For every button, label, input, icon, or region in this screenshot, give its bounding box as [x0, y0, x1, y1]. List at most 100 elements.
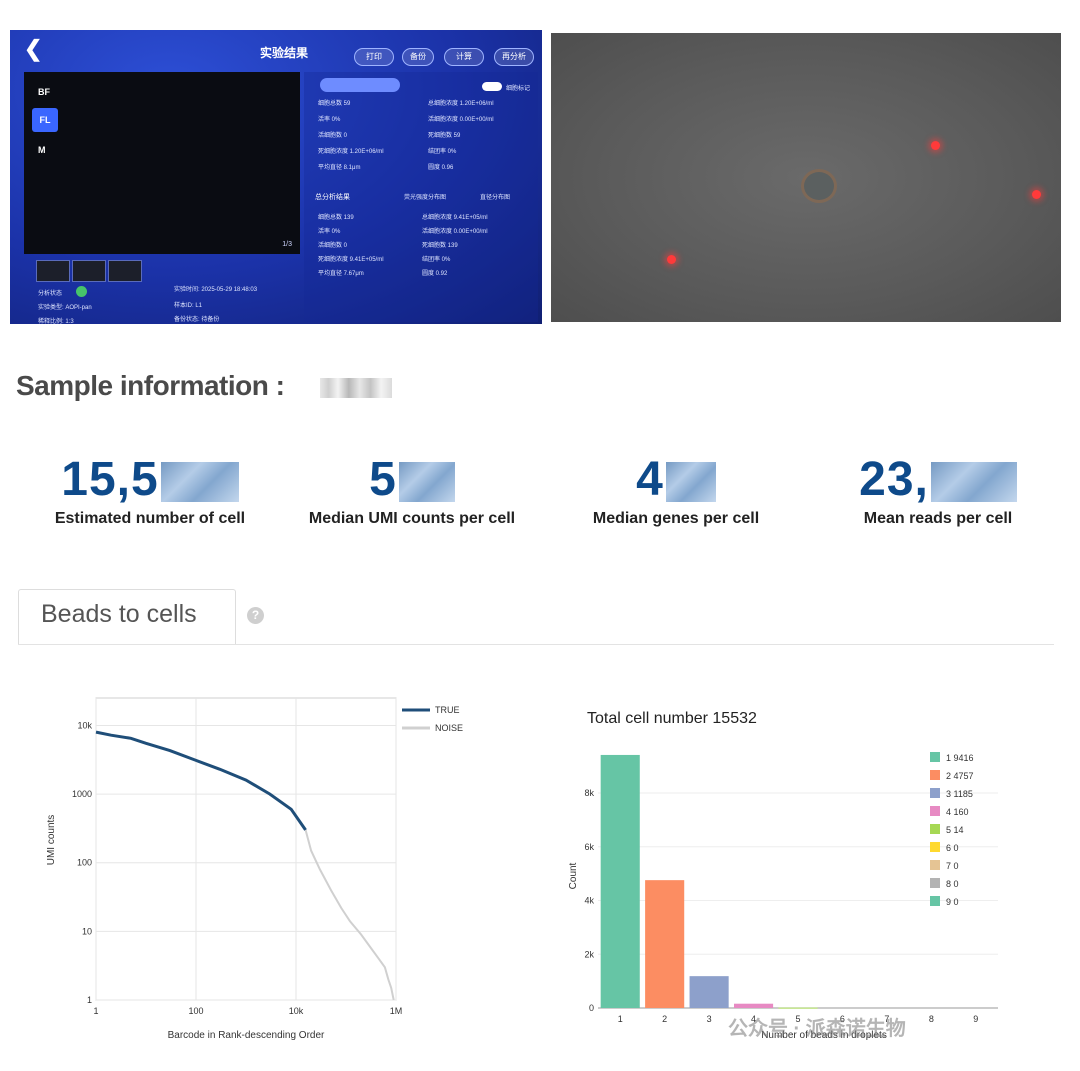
result-text: 总细胞浓度 1.20E+06/ml	[428, 101, 494, 107]
footer-time: 实验时间: 2025-05-29 18:48:03	[174, 287, 258, 293]
result-text: 死细胞数 139	[422, 243, 458, 249]
redacted-digits	[398, 462, 455, 503]
y-tick-label: 100	[77, 858, 92, 868]
legend-swatch	[930, 878, 940, 888]
question-circle-icon[interactable]: ?	[247, 607, 264, 624]
metric-value: 15,5	[61, 453, 159, 506]
metric-value: 5	[369, 453, 397, 506]
result-text: 活率 0%	[318, 229, 341, 235]
print-button[interactable]: 打印	[354, 48, 394, 66]
x-tick-label: 7	[884, 1014, 889, 1024]
tab-beads-to-cells[interactable]: Beads to cells	[18, 589, 236, 644]
x-tick-label: 1M	[390, 1006, 403, 1016]
device-screen-photo: ❮ 实验结果 打印 备份 计算 再分析 1/3 BF FL M 细胞标记 细胞总…	[10, 30, 542, 324]
mode-bf[interactable]: BF	[38, 87, 50, 97]
result-text: 活细胞数 0	[318, 243, 348, 249]
device-screen: ❮ 实验结果 打印 备份 计算 再分析 1/3 BF FL M 细胞标记 细胞总…	[10, 30, 542, 324]
result-text: 细胞总数 59	[318, 101, 351, 107]
result-text: 死细胞浓度 1.20E+06/ml	[318, 149, 384, 155]
metric-label: Estimated number of cell	[54, 510, 246, 527]
tab-divider	[18, 644, 1054, 645]
x-axis-label: Number of beads in droplets	[761, 1030, 887, 1041]
diameter-distribution-link[interactable]: 直径分布图	[480, 195, 511, 201]
y-tick-label: 1000	[72, 789, 92, 799]
bar-chart-title: Total cell number 15532	[587, 710, 757, 727]
status-label: 分析状态	[38, 291, 63, 297]
result-text: 活率 0%	[318, 117, 341, 123]
compute-button[interactable]: 计算	[444, 48, 484, 66]
image-viewer[interactable]: 1/3	[24, 72, 300, 254]
metric-value: 23,	[859, 453, 929, 506]
result-text: 圆度 0.92	[422, 271, 448, 277]
mode-fl[interactable]: FL	[32, 108, 58, 132]
x-tick-label: 2	[662, 1014, 667, 1024]
bar-5	[778, 1007, 818, 1009]
sample-information-title: Sample information :	[16, 370, 285, 401]
x-tick-label: 5	[795, 1014, 800, 1024]
total-results-title: 总分析结果	[315, 194, 350, 201]
cell-mark-toggle[interactable]	[482, 82, 502, 91]
bar-4	[734, 1003, 774, 1008]
legend-swatch	[930, 824, 940, 834]
x-tick-label: 1	[93, 1006, 98, 1016]
x-axis-label: Barcode in Rank-descending Order	[168, 1030, 325, 1041]
bar-2	[645, 880, 685, 1008]
umi-knee-plot: 1 100 10k 1M 10k 1000 100 10 1 Barcode in Rank-d…	[46, 697, 463, 1041]
backup-button[interactable]: 备份	[402, 48, 434, 66]
legend-label: 3 1185	[946, 789, 973, 799]
x-tick-label: 9	[973, 1014, 978, 1024]
result-text: 活细胞浓度 0.00E+00/ml	[422, 229, 488, 235]
result-text: 死细胞浓度 9.41E+05/ml	[318, 257, 384, 263]
results-panel	[304, 72, 538, 322]
thumbnail[interactable]	[36, 260, 70, 282]
fluorescent-cell	[931, 141, 940, 150]
redacted-digits	[930, 462, 1017, 503]
fluorescent-cell	[1032, 190, 1041, 199]
footer-sample: 样本ID: L1	[174, 303, 203, 309]
x-tick-label: 4	[751, 1014, 756, 1024]
legend-label: 2 4757	[946, 771, 974, 781]
metric-estimated-cells: 15,5 Estimated number of cell	[20, 452, 280, 528]
status-ok-icon	[76, 286, 87, 297]
metric-label: Median genes per cell	[592, 510, 760, 527]
beads-bar-chart: 0 2k 4k 6k 8k 1 2 3 4 5 6 7 8 9 1 9416 2 4757 3 1185 4 1…	[568, 752, 998, 1041]
legend-swatch	[930, 788, 940, 798]
reanalyze-button[interactable]: 再分析	[494, 48, 534, 66]
legend-label: 5 14	[946, 825, 964, 835]
legend-swatch	[930, 842, 940, 852]
result-text: 结团率 0%	[428, 149, 457, 155]
redacted-sample-name	[320, 378, 392, 398]
back-arrow-icon[interactable]: ❮	[24, 36, 43, 61]
legend-label: 9 0	[946, 897, 959, 907]
legend-label-true: TRUE	[435, 705, 460, 715]
mode-m[interactable]: M	[38, 145, 46, 155]
result-text: 活细胞浓度 0.00E+00/ml	[428, 117, 494, 123]
result-text: 总细胞浓度 9.41E+05/ml	[422, 215, 488, 221]
thumbnail[interactable]	[72, 260, 106, 282]
y-tick-label: 2k	[584, 949, 594, 959]
bead-ring	[801, 169, 837, 203]
legend-label: 6 0	[946, 843, 959, 853]
legend-label: 1 9416	[946, 753, 974, 763]
y-axis-label: UMI counts	[46, 815, 57, 866]
redacted-digits	[160, 462, 239, 503]
fov-tab[interactable]	[320, 78, 400, 92]
y-tick-label: 10	[82, 926, 92, 936]
result-text: 平均直径 7.67μm	[318, 271, 364, 277]
plot-frame	[95, 697, 397, 1001]
redacted-digits	[665, 462, 716, 503]
result-text: 结团率 0%	[422, 257, 451, 263]
fluor-distribution-link[interactable]: 荧光强度分布图	[404, 195, 447, 201]
x-tick-label: 1	[618, 1014, 623, 1024]
x-tick-label: 3	[707, 1014, 712, 1024]
y-tick-label: 4k	[584, 896, 594, 906]
legend-swatch	[930, 806, 940, 816]
series-true	[95, 730, 307, 831]
metric-label: Median UMI counts per cell	[308, 510, 516, 527]
result-text: 死细胞数 59	[428, 133, 461, 139]
thumbnail[interactable]	[108, 260, 142, 282]
y-axis-label: Count	[568, 862, 579, 889]
metric-label: Mean reads per cell	[863, 510, 1013, 527]
metric-mean-reads: 23, Mean reads per cell	[808, 452, 1068, 528]
page-indicator: 1/3	[282, 241, 292, 248]
